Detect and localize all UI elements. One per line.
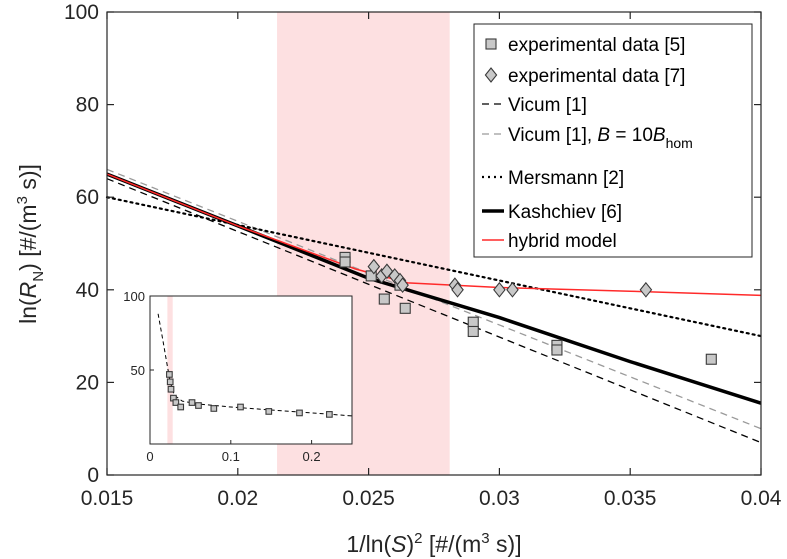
data-point-diamond — [493, 281, 506, 298]
y-tick-label: 80 — [76, 94, 99, 117]
series-line-1 — [106, 178, 762, 444]
main-plot-lines — [105, 168, 763, 444]
inset-x-tick-label: 0.2 — [303, 449, 321, 464]
inset-data-point — [188, 399, 196, 406]
y-axis-label-part: ln( — [15, 298, 41, 324]
legend-label-part: hom — [666, 135, 693, 151]
x-tick-label: 0.025 — [342, 487, 395, 510]
y-tick-label: 20 — [76, 371, 99, 394]
main-plot-axes: 0.015 0.02 0.025 0.03 0.035 0.04 0 20 40 60 80 100 — [64, 1, 782, 510]
data-point-square — [467, 316, 479, 328]
data-point-diamond — [380, 263, 394, 280]
data-point-square — [339, 256, 351, 268]
data-point-square — [399, 302, 411, 314]
inset-x-tick-label: 0.1 — [222, 449, 240, 464]
inset-data-point — [195, 402, 202, 409]
inset-data-point — [172, 399, 180, 406]
x-axis-label-part: 3 — [481, 530, 489, 547]
legend-label: experimental data [7] — [508, 66, 685, 87]
axis-labels: 1/ln(S)2 [#/(m3 s)]ln(RN) [#/(m3 s)] — [14, 164, 522, 557]
legend-symbol-square — [485, 38, 497, 50]
inset-data-point — [237, 403, 244, 411]
data-point-square — [551, 344, 563, 356]
legend-label-part: = 10 — [610, 125, 653, 146]
x-axis-label-part: 1/ln( — [346, 531, 391, 557]
data-point-diamond — [396, 277, 409, 294]
y-tick-label: 40 — [76, 279, 99, 302]
legend-label: Vicum [1] — [508, 95, 587, 116]
inset-plot: 0 0.1 0.2 50 100 — [123, 289, 353, 464]
x-tick-label: 0.04 — [741, 487, 782, 510]
x-axis-label-part: S — [391, 531, 407, 557]
inset-data-point — [296, 409, 303, 417]
x-axis-label-part: ) — [407, 531, 415, 557]
inset-data-point — [167, 385, 175, 393]
legend-label: Kashchiev [6] — [508, 202, 622, 223]
x-tick-label: 0.015 — [81, 487, 134, 510]
inset-x-tick-label: 0 — [146, 449, 153, 464]
main-plot-markers — [339, 251, 717, 365]
inset-shaded-region — [167, 296, 173, 444]
x-axis-label-part: [#/(m — [423, 531, 482, 557]
legend-symbol-diamond — [484, 67, 498, 83]
x-axis-label-part: s)] — [490, 531, 522, 557]
inset-y-tick-label: 50 — [131, 363, 145, 378]
x-tick-label: 0.02 — [217, 487, 258, 510]
data-point-diamond — [506, 281, 519, 298]
y-axis-label-part: 3 — [14, 196, 31, 204]
inset-model-line — [157, 313, 353, 417]
inset-data-point — [210, 405, 218, 412]
data-point-square — [705, 353, 717, 365]
inset-data-point — [166, 378, 174, 386]
legend: experimental data [5] experimental data [… — [473, 23, 753, 258]
data-point-diamond — [367, 258, 381, 275]
x-tick-label: 0.03 — [479, 487, 520, 510]
plot-frame — [106, 11, 762, 476]
legend-label-part: Vicum [1], — [508, 125, 597, 146]
y-axis-label-part: ) [#/(m — [15, 204, 41, 270]
inset-y-tick-label: 100 — [123, 289, 145, 304]
legend-label: Vicum [1], B = 10Bhom — [508, 125, 693, 151]
legend-label-part: B — [653, 125, 666, 146]
x-tick-label: 0.035 — [604, 487, 657, 510]
series-line-3 — [105, 196, 763, 338]
legend-box — [473, 23, 753, 258]
inset-data-point — [177, 403, 185, 411]
data-point-square — [467, 325, 479, 338]
y-tick-label: 100 — [64, 1, 99, 24]
legend-label: experimental data [5] — [508, 35, 685, 56]
y-tick-label: 60 — [76, 186, 99, 209]
y-tick-label: 0 — [87, 464, 99, 487]
data-point-diamond — [451, 281, 464, 298]
y-axis-label: ln(RN) [#/(m3 s)] — [14, 164, 47, 324]
inset-background — [150, 296, 352, 444]
x-axis-label: 1/ln(S)2 [#/(m3 s)] — [346, 530, 521, 557]
legend-label: Mersmann [2] — [508, 168, 624, 189]
y-axis-label-part: N — [30, 271, 47, 282]
legend-label-part: B — [597, 125, 610, 146]
series-line-5 — [106, 173, 762, 297]
data-point-square — [378, 293, 390, 305]
legend-label: hybrid model — [508, 231, 617, 252]
data-point-diamond — [639, 281, 653, 298]
y-axis-label-part: s)] — [15, 164, 41, 196]
inset-data-point — [166, 371, 173, 378]
inset-data-point — [265, 408, 273, 415]
inset-data-point — [326, 411, 333, 418]
y-axis-label-part: R — [15, 282, 41, 299]
x-axis-label-part: 2 — [414, 530, 422, 547]
